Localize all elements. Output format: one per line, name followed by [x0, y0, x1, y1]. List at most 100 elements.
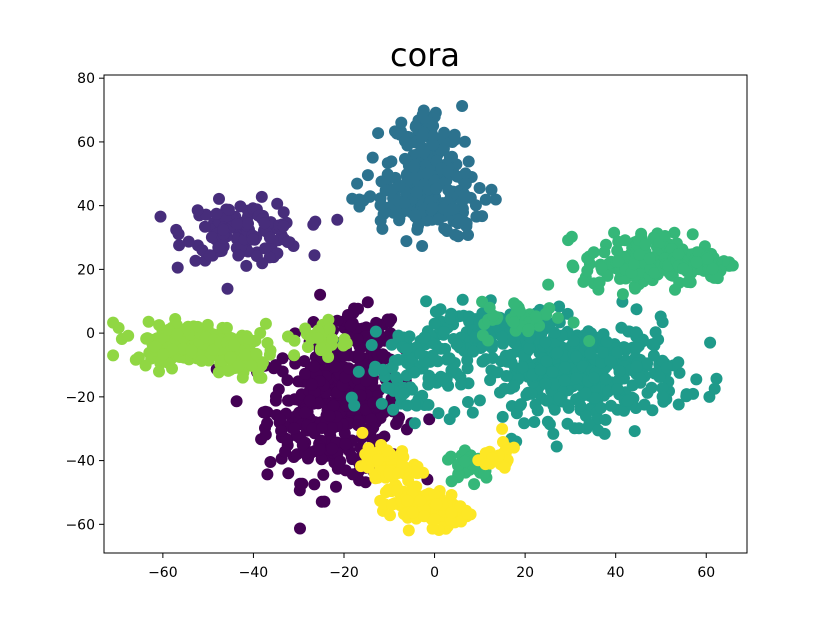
data-point	[261, 468, 274, 481]
data-point	[570, 350, 583, 363]
plot-frame	[103, 74, 748, 554]
data-point	[443, 312, 456, 325]
y-tick-label: −60	[65, 517, 95, 533]
data-point	[656, 390, 669, 403]
data-point	[599, 413, 612, 426]
data-point	[326, 442, 339, 455]
data-point	[442, 184, 455, 197]
data-point	[307, 218, 320, 231]
data-point	[531, 404, 544, 417]
data-point	[515, 398, 527, 411]
data-point	[129, 353, 142, 366]
data-point	[308, 360, 321, 373]
data-point	[567, 335, 580, 347]
data-point	[288, 349, 301, 362]
data-point	[401, 494, 414, 507]
data-point	[257, 406, 270, 419]
data-point	[191, 204, 204, 217]
data-point	[327, 399, 340, 412]
data-point	[383, 467, 396, 480]
data-point	[547, 427, 560, 440]
data-point	[414, 494, 427, 507]
data-point	[558, 361, 571, 374]
data-point	[523, 342, 536, 355]
data-point	[484, 374, 497, 387]
data-point	[534, 363, 547, 376]
data-point	[331, 314, 344, 327]
data-point	[400, 235, 413, 248]
data-point	[546, 366, 559, 378]
data-point	[605, 399, 617, 412]
data-point	[356, 426, 369, 439]
data-point	[634, 372, 647, 385]
data-point	[277, 206, 290, 219]
data-point	[583, 335, 596, 347]
data-point	[261, 417, 274, 430]
data-point	[458, 189, 471, 202]
data-point	[323, 410, 336, 422]
data-point	[708, 382, 721, 395]
data-point	[541, 415, 554, 428]
data-point	[643, 252, 656, 265]
data-point	[455, 378, 467, 391]
data-point	[298, 406, 311, 419]
data-point	[281, 374, 294, 387]
data-point	[195, 354, 208, 367]
data-point	[583, 418, 596, 431]
data-point	[539, 307, 552, 320]
data-point	[372, 453, 385, 466]
data-point	[141, 332, 154, 345]
data-point	[451, 217, 464, 230]
data-point	[483, 301, 496, 314]
data-point	[604, 355, 617, 368]
data-point	[550, 440, 563, 453]
data-point	[270, 390, 282, 403]
data-point	[315, 342, 327, 355]
data-point	[397, 387, 410, 400]
data-point	[354, 389, 367, 402]
data-point	[232, 249, 245, 262]
data-point	[430, 498, 443, 511]
data-point	[414, 347, 427, 360]
data-point	[375, 439, 388, 451]
data-point	[647, 349, 660, 362]
data-point	[339, 438, 352, 451]
data-point	[473, 394, 486, 407]
data-point	[686, 228, 699, 241]
data-point	[529, 310, 542, 323]
data-point	[423, 376, 436, 388]
data-point	[261, 337, 274, 349]
data-point	[508, 297, 521, 310]
data-point	[539, 336, 552, 349]
data-point	[203, 249, 216, 262]
data-point	[400, 343, 413, 356]
data-point	[468, 478, 481, 491]
data-point	[496, 422, 509, 435]
series-2	[346, 100, 502, 252]
data-point	[450, 338, 463, 351]
data-point	[210, 207, 223, 220]
data-point	[595, 356, 607, 369]
data-point	[594, 401, 607, 414]
data-point	[139, 359, 152, 372]
data-point	[338, 427, 351, 440]
data-point	[296, 439, 309, 452]
data-point	[558, 374, 571, 387]
data-point	[369, 325, 382, 338]
data-point	[462, 396, 474, 408]
data-point	[454, 500, 467, 513]
data-point	[326, 333, 339, 346]
data-point	[185, 344, 198, 357]
x-tick-label: 0	[430, 565, 439, 581]
data-point	[479, 458, 492, 471]
data-point	[500, 370, 513, 382]
data-point	[587, 371, 600, 384]
data-point	[417, 104, 430, 117]
data-point	[456, 293, 469, 306]
ticks-layer: −60 −40 −20 0 20 40 60 −60 −40 −20 0 20 40 60 80	[65, 71, 715, 581]
data-point	[375, 397, 388, 410]
series-6	[355, 422, 520, 537]
data-point	[467, 345, 480, 358]
data-point	[581, 264, 594, 277]
